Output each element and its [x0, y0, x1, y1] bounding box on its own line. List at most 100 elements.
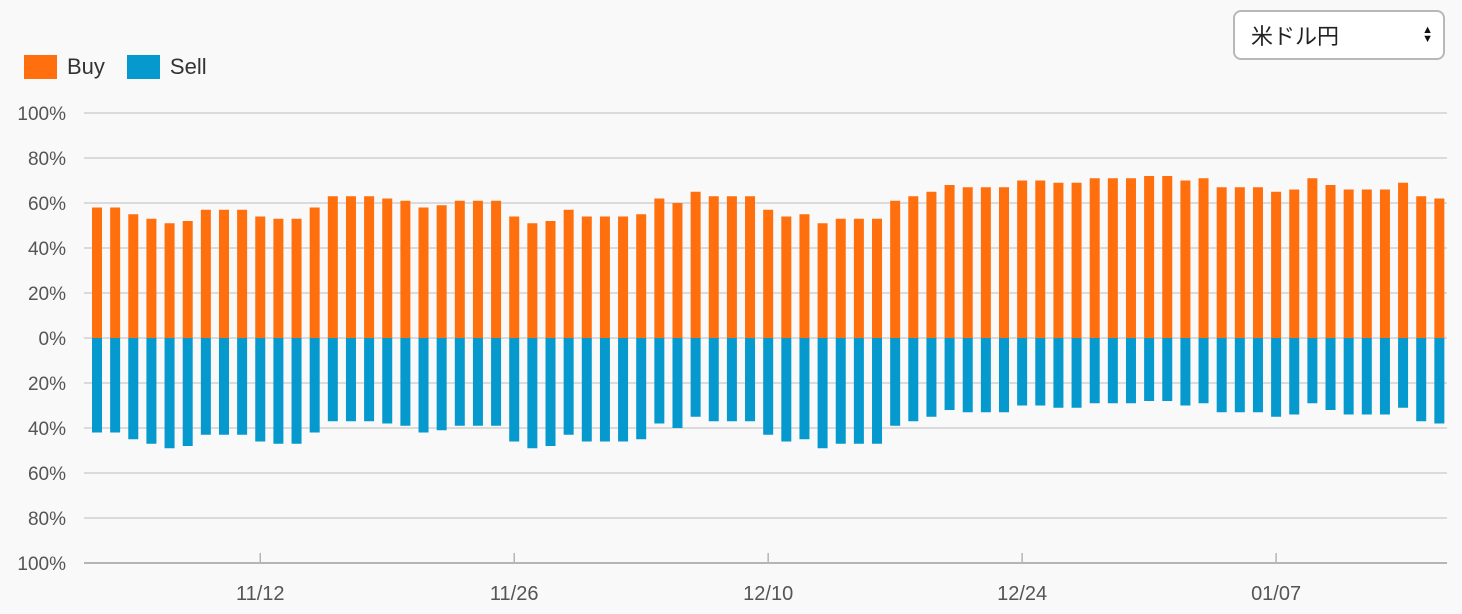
- buy-bar[interactable]: [962, 187, 973, 338]
- buy-bar[interactable]: [309, 207, 320, 339]
- sell-bar[interactable]: [781, 338, 792, 442]
- buy-bar[interactable]: [1379, 189, 1390, 339]
- buy-bar[interactable]: [1289, 189, 1300, 339]
- sell-bar[interactable]: [273, 338, 284, 444]
- sell-bar[interactable]: [853, 338, 864, 444]
- buy-bar[interactable]: [690, 191, 701, 338]
- sell-bar[interactable]: [345, 338, 356, 422]
- sell-bar[interactable]: [1234, 338, 1245, 413]
- sell-bar[interactable]: [745, 338, 756, 422]
- buy-bar[interactable]: [436, 205, 447, 338]
- buy-bar[interactable]: [128, 214, 139, 338]
- buy-bar[interactable]: [1271, 191, 1282, 338]
- buy-bar[interactable]: [1325, 185, 1336, 338]
- buy-bar[interactable]: [454, 200, 465, 338]
- buy-bar[interactable]: [255, 216, 266, 339]
- buy-bar[interactable]: [218, 209, 229, 338]
- sell-bar[interactable]: [237, 338, 248, 435]
- sell-bar[interactable]: [599, 338, 610, 442]
- buy-bar[interactable]: [599, 216, 610, 339]
- sell-bar[interactable]: [327, 338, 338, 422]
- buy-bar[interactable]: [1071, 182, 1082, 338]
- buy-bar[interactable]: [1307, 178, 1318, 338]
- sell-bar[interactable]: [545, 338, 556, 446]
- buy-bar[interactable]: [1035, 180, 1046, 339]
- sell-bar[interactable]: [1107, 338, 1118, 404]
- buy-bar[interactable]: [581, 216, 592, 339]
- legend-item-sell[interactable]: Sell: [126, 54, 207, 80]
- sell-bar[interactable]: [835, 338, 846, 444]
- sell-bar[interactable]: [890, 338, 901, 426]
- buy-bar[interactable]: [491, 200, 502, 338]
- sell-bar[interactable]: [472, 338, 483, 426]
- buy-bar[interactable]: [237, 209, 248, 338]
- sell-bar[interactable]: [1162, 338, 1173, 401]
- buy-bar[interactable]: [400, 200, 411, 338]
- sell-bar[interactable]: [1289, 338, 1300, 415]
- sell-bar[interactable]: [1144, 338, 1155, 401]
- buy-bar[interactable]: [110, 207, 121, 339]
- buy-bar[interactable]: [853, 218, 864, 338]
- buy-bar[interactable]: [273, 218, 284, 338]
- buy-bar[interactable]: [672, 203, 683, 338]
- buy-bar[interactable]: [1198, 178, 1209, 338]
- sell-bar[interactable]: [128, 338, 139, 440]
- sell-bar[interactable]: [1216, 338, 1227, 413]
- buy-bar[interactable]: [944, 185, 955, 338]
- sell-bar[interactable]: [581, 338, 592, 442]
- buy-bar[interactable]: [345, 196, 356, 338]
- buy-bar[interactable]: [726, 196, 737, 338]
- buy-bar[interactable]: [418, 207, 429, 339]
- sell-bar[interactable]: [980, 338, 991, 413]
- sell-bar[interactable]: [1035, 338, 1046, 406]
- buy-bar[interactable]: [1361, 189, 1372, 339]
- buy-bar[interactable]: [200, 209, 211, 338]
- legend-item-buy[interactable]: Buy: [24, 54, 105, 80]
- buy-bar[interactable]: [1216, 187, 1227, 338]
- sell-bar[interactable]: [1361, 338, 1372, 415]
- sell-bar[interactable]: [1071, 338, 1082, 408]
- buy-bar[interactable]: [799, 214, 810, 338]
- buy-bar[interactable]: [636, 214, 647, 338]
- sell-bar[interactable]: [400, 338, 411, 426]
- sell-bar[interactable]: [999, 338, 1009, 413]
- sell-bar[interactable]: [1089, 338, 1100, 404]
- buy-bar[interactable]: [1107, 178, 1118, 338]
- buy-bar[interactable]: [654, 198, 665, 339]
- sell-bar[interactable]: [491, 338, 502, 426]
- buy-bar[interactable]: [1434, 198, 1445, 339]
- buy-bar[interactable]: [92, 207, 102, 339]
- sell-bar[interactable]: [1325, 338, 1336, 410]
- buy-bar[interactable]: [1234, 187, 1245, 338]
- sell-bar[interactable]: [92, 338, 102, 433]
- sell-bar[interactable]: [1053, 338, 1064, 408]
- sell-bar[interactable]: [1125, 338, 1136, 404]
- sell-bar[interactable]: [563, 338, 574, 435]
- buy-bar[interactable]: [509, 216, 520, 339]
- sell-bar[interactable]: [944, 338, 955, 410]
- sell-bar[interactable]: [382, 338, 393, 424]
- sell-bar[interactable]: [218, 338, 229, 435]
- sell-bar[interactable]: [672, 338, 683, 428]
- buy-bar[interactable]: [146, 218, 157, 338]
- sell-bar[interactable]: [200, 338, 211, 435]
- sell-bar[interactable]: [1434, 338, 1445, 424]
- sell-bar[interactable]: [309, 338, 320, 433]
- buy-bar[interactable]: [527, 223, 538, 338]
- buy-bar[interactable]: [781, 216, 792, 339]
- buy-bar[interactable]: [1398, 182, 1409, 338]
- buy-bar[interactable]: [1089, 178, 1100, 338]
- sell-bar[interactable]: [418, 338, 429, 433]
- sell-bar[interactable]: [908, 338, 919, 422]
- sell-bar[interactable]: [1416, 338, 1427, 422]
- buy-bar[interactable]: [708, 196, 719, 338]
- buy-bar[interactable]: [1416, 196, 1427, 338]
- sell-bar[interactable]: [708, 338, 719, 422]
- sell-bar[interactable]: [364, 338, 375, 422]
- sell-bar[interactable]: [164, 338, 175, 449]
- buy-bar[interactable]: [1053, 182, 1064, 338]
- sell-bar[interactable]: [1271, 338, 1282, 417]
- sell-bar[interactable]: [509, 338, 520, 442]
- buy-bar[interactable]: [835, 218, 846, 338]
- buy-bar[interactable]: [999, 187, 1009, 338]
